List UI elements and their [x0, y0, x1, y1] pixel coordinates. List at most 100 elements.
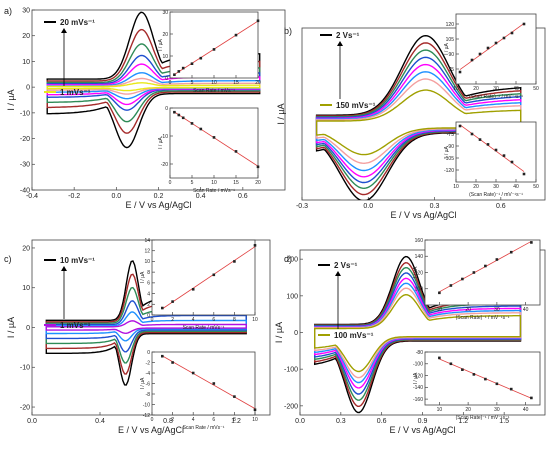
panel-a-inset-1-xtick-label-1: 5	[191, 180, 194, 186]
panel-d-inset-1-point-3	[472, 373, 476, 376]
panel-b-inset-0-ytick-label-1: 90	[448, 52, 454, 58]
panel-d-inset-1-ytick-label-2: -120	[413, 373, 423, 379]
panel-a-inset-1-point-2	[181, 116, 185, 120]
panel-d-inset-0-xtick-label-1: 20	[465, 307, 471, 313]
panel-d-inset-1-xtick-label-0: 10	[437, 407, 443, 413]
panel-b-inset-0-xtick-label-2: 30	[493, 86, 499, 92]
panel-d-inset-0-xtick-label-0: 10	[437, 307, 443, 313]
panel-c-inset-0-ytick-label-2: 4	[147, 291, 150, 297]
panel-a-ytick-label-5: -20	[20, 136, 30, 143]
panel-b-legend-arrowhead	[337, 41, 343, 46]
panel-a-inset-0-point-5	[212, 48, 216, 51]
panel-b-inset-1-point-4	[494, 148, 498, 152]
panel-d-inset-1-xtick-label-2: 30	[494, 407, 500, 413]
panel-c-series-5	[45, 320, 247, 335]
panel-c-inset-1-ytick-label-5: -10	[143, 402, 150, 408]
panel-d-inset-0-xtick-label-3: 40	[523, 307, 529, 313]
panel-c-inset-0: 0 2 4 6 8 10 0 2 4 6 8 10 12 14 Scan Rate / mVs⁻¹ I / µ…	[140, 238, 258, 331]
panel-c-inset-0-xtick-label-3: 6	[212, 317, 215, 323]
panel-b-inset-0-point-2	[478, 52, 482, 56]
panel-c-inset-0-xtick-label-4: 8	[233, 317, 236, 323]
panel-d-inset-1-ytick-label-4: -160	[413, 397, 423, 403]
panel-c-inset-1-point-1	[171, 361, 174, 364]
panel-c-series-0	[45, 260, 247, 386]
panel-a-ytick-label-2: 10	[22, 59, 30, 66]
panel-c-legend-label-1: 1 mVs⁻¹	[60, 321, 91, 330]
panel-b-inset-1-point-5	[502, 154, 506, 157]
panel-b-inset-0-xlabel: (Scan Rate)⁻¹ / mV⁻¹s⁻¹	[469, 94, 523, 100]
panel-a-inset-1-bg	[170, 108, 258, 178]
panel-a-inset-0-ytick-label-3: 30	[162, 10, 168, 16]
panel-b-xtick-label-0: -0.3	[296, 203, 308, 210]
panel-d-inset-1-xlabel: (Scan Rate)⁻¹ / mV⁻¹s⁻¹	[456, 415, 510, 421]
panel-c-inset-0-xtick-label-1: 2	[171, 317, 174, 323]
panel-a-inset-0-point-0	[173, 73, 176, 76]
panel-a-inset-0-xtick-label-1: 5	[191, 80, 194, 86]
panel-a-series-7	[46, 82, 261, 92]
panel-d-inset-1-ytick-label-1: -100	[413, 362, 423, 368]
panel-a-inset-0-point-3	[190, 62, 194, 65]
panel-a-legend-label-0: 20 mVs⁻¹	[60, 18, 95, 27]
panel-a-inset-0-point-6	[234, 33, 238, 37]
panel-b-inset-0-xtick-label-1: 20	[473, 86, 479, 92]
panel-b-xlabel: E / V vs Ag/AgCl	[390, 210, 456, 220]
panel-b: b) -0.3 0.0 0.3 0.6 E / V vs Ag/AgCl I / µA 2 V…	[276, 13, 546, 220]
panel-a-inset-1-fit-line	[174, 111, 259, 167]
panel-c-inset-1-bg	[152, 352, 255, 415]
panel-a-inset-1: 0 5 10 15 20 0 -10 -20 Scan Rate / mVs⁻¹ I / µA	[158, 106, 261, 194]
panel-c-inset-0-point-5	[253, 244, 257, 247]
panel-c-inset-1-point-3	[212, 382, 216, 385]
panel-c-label: c)	[4, 254, 12, 264]
panel-b-inset-1-xtick-label-3: 40	[513, 184, 519, 190]
panel-a-xtick-label-0: -0.4	[26, 193, 38, 200]
panel-b-inset-0-fit-line	[459, 23, 525, 70]
panel-c-inset-1-point-5	[253, 408, 257, 412]
panel-a-inset-1-ytick-label-0: 0	[165, 106, 168, 112]
panel-c-ylabel: I / µA	[6, 317, 16, 338]
panel-c-ytick-label-1: 10	[22, 285, 30, 292]
panel-a-inset-1-ylabel: I / µA	[158, 136, 164, 148]
panel-a-label: a)	[4, 6, 12, 16]
panel-a-inset-0-xtick-label-4: 20	[255, 80, 261, 86]
panel-c-inset-0-point-1	[171, 300, 174, 303]
panel-d-ylabel: I / µA	[274, 322, 284, 343]
panel-a-curves	[46, 11, 261, 149]
panel-c-inset-1-xtick-label-3: 6	[212, 417, 215, 423]
panel-b-inset-1-point-2	[478, 138, 482, 141]
panel-d-inset-0-point-0	[438, 291, 441, 295]
panel-a-xtick-label-5: 0.6	[238, 193, 248, 200]
panel-a-inset-1-xtick-label-2: 10	[211, 180, 217, 186]
panel-d-inset-1: 10 20 30 40 -80 -100 -120 -140 -160 (Scan Rate)⁻¹…	[413, 350, 541, 421]
panel-c-inset-0-ylabel: I / µA	[140, 271, 146, 283]
panel-d-xtick-label-1: 0.3	[336, 418, 346, 425]
panel-d-xtick-label-3: 0.9	[418, 418, 428, 425]
panel-d-inset-0-point-1	[449, 284, 453, 287]
panel-d-inset-0-ytick-label-2: 140	[415, 254, 424, 260]
panel-c-xtick-label-1: 0.4	[95, 418, 105, 425]
panel-d-ytick-label-4: -200	[284, 403, 298, 410]
panel-d-ytick-label-3: -100	[284, 367, 298, 374]
panel-a-xlabel: E / V vs Ag/AgCl	[125, 200, 191, 210]
panel-a-inset-1-ytick-label-1: -10	[161, 134, 168, 140]
panel-d-inset-0-xlabel: (Scan Rate)⁻¹ / mV⁻¹s⁻¹	[456, 315, 510, 321]
panel-b-inset-0-point-1	[470, 58, 474, 62]
panel-a-inset-1-point-4	[199, 127, 203, 131]
panel-b-xtick-label-2: 0.3	[430, 203, 440, 210]
panel-b-inset-0: 10 20 30 40 50 75 90 105 120 (Scan Rate)⁻¹ / mV⁻¹…	[444, 13, 539, 100]
panel-a-ytick-label-3: 0	[26, 85, 30, 92]
panel-d-inset-0-point-3	[472, 271, 476, 274]
panel-a-series-1	[46, 28, 261, 134]
panel-d-inset-1-frame	[424, 351, 541, 406]
panel-a-ytick-label-4: -10	[20, 110, 30, 117]
panel-c-series-2	[45, 286, 247, 364]
panel-c-curves	[45, 260, 247, 386]
panel-c-xtick-label-3: 1.2	[231, 418, 241, 425]
panel-d-legend-label-0: 2 Vs⁻¹	[334, 261, 358, 270]
panel-b-ylabel: I / µA	[276, 103, 286, 124]
panel-d-xtick-label-0: 0.0	[295, 418, 305, 425]
panel-c-inset-1-ytick-label-6: -12	[143, 413, 150, 419]
panel-c-inset-0-xtick-label-2: 4	[192, 317, 195, 323]
panel-a-inset-1-point-1	[177, 113, 181, 117]
panel-a-inset-0-ylabel: I / µA	[158, 38, 164, 50]
